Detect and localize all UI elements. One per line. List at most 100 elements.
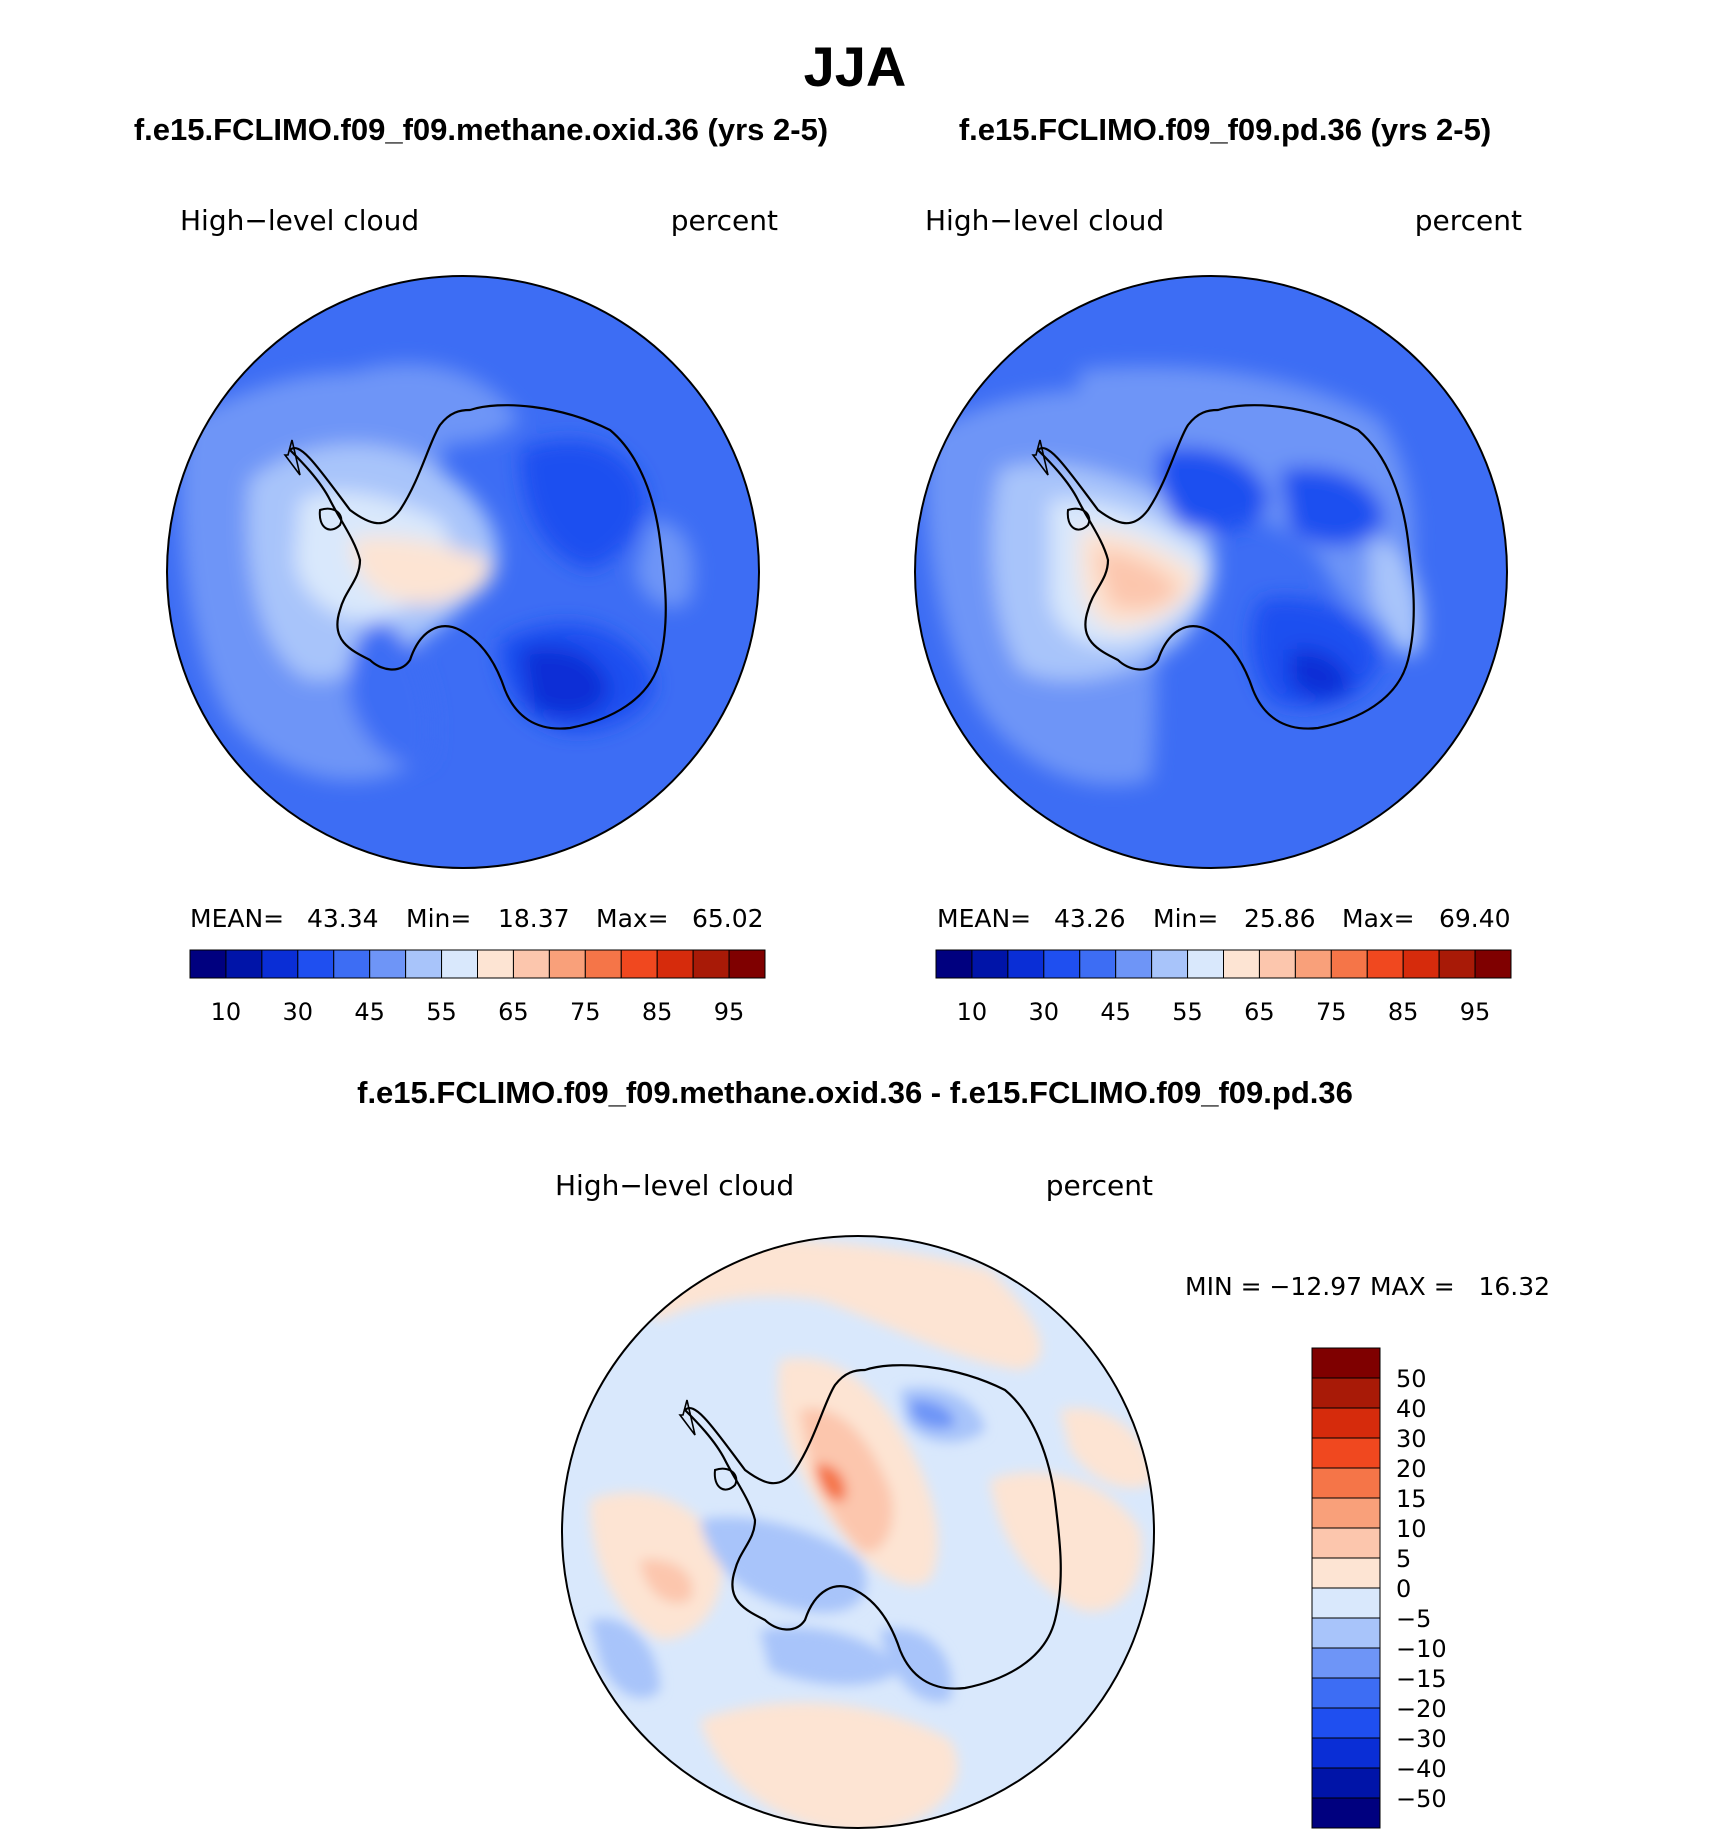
panel2-colorbar-box [1007, 949, 1045, 979]
panel1-colorbar-box [369, 949, 407, 979]
panel2-coastline [1031, 404, 1415, 730]
panel2-colorbar-tick-label: 45 [1100, 998, 1131, 1026]
panel3-colorbar-tick-label: 50 [1396, 1365, 1427, 1393]
panel3-colorbar-tick-label: −30 [1396, 1725, 1447, 1753]
panel1-colorbar-box [512, 949, 550, 979]
panel1-colorbar-tick-label: 85 [642, 998, 673, 1026]
panel2-colorbar-box [1438, 949, 1476, 979]
panel1-colorbar-box [692, 949, 730, 979]
panel1-colorbar-tick-label: 65 [498, 998, 529, 1026]
panel2-colorbar-tick-label: 75 [1316, 998, 1347, 1026]
panel1-min-value: 18.37 [498, 904, 570, 933]
panel1-max-label: Max= [596, 904, 669, 933]
panel2-field-shading [925, 366, 1423, 786]
panel3-colorbar-tick-label: −50 [1396, 1785, 1447, 1813]
panel2-colorbar-box [1474, 949, 1512, 979]
panel3-colorbar-box [1311, 1677, 1381, 1709]
panel-difference: f.e15.FCLIMO.f09_f09.methane.oxid.36 - f… [357, 1075, 1550, 1829]
panel1-stats: MEAN= 43.34 Min= 18.37 Max= 65.02 [190, 904, 764, 933]
panel1-colorbar-box [189, 949, 227, 979]
panel2-colorbar-box [1366, 949, 1404, 979]
panel2-colorbar-tick-label: 10 [957, 998, 988, 1026]
panel2-colorbar-box [1294, 949, 1332, 979]
panel1-max-value: 65.02 [692, 904, 764, 933]
panel1-colorbar [189, 949, 766, 979]
panel2-stats: MEAN= 43.26 Min= 25.86 Max= 69.40 [937, 904, 1511, 933]
panel3-colorbar-box [1311, 1557, 1381, 1589]
panel2-colorbar-box [1187, 949, 1224, 979]
panel3-colorbar-box [1311, 1737, 1381, 1769]
panel1-colorbar-box [728, 949, 766, 979]
panel1-colorbar-box [548, 949, 586, 979]
panel2-colorbar-tick-label: 85 [1388, 998, 1419, 1026]
panel3-colorbar-box [1311, 1497, 1381, 1529]
panel2-max-value: 69.40 [1439, 904, 1511, 933]
panel2-map [914, 275, 1508, 869]
panel1-colorbar-box [620, 949, 658, 979]
panel2-min-value: 25.86 [1244, 904, 1316, 933]
panel2-min-label: Min= [1153, 904, 1218, 933]
panel2-units-label: percent [1415, 204, 1522, 237]
panel1-colorbar-box [261, 949, 299, 979]
panel3-colorbar-box [1311, 1707, 1381, 1739]
panel2-colorbar-box [971, 949, 1009, 979]
panel3-map-outline [561, 1235, 1155, 1829]
panel-case2: f.e15.FCLIMO.f09_f09.pd.36 (yrs 2-5) Hig… [914, 112, 1522, 1026]
panel2-colorbar-box [1330, 949, 1368, 979]
panel1-colorbar-ticks: 10 30 45 55 65 75 85 95 [211, 998, 745, 1026]
panel2-map-outline [914, 275, 1508, 869]
panel2-colorbar-box [1402, 949, 1440, 979]
panel1-colorbar-box [297, 949, 335, 979]
panel3-colorbar-box [1311, 1407, 1381, 1439]
panel2-mean-value: 43.26 [1054, 904, 1126, 933]
panel3-colorbar-tick-label: 40 [1396, 1395, 1427, 1423]
panel2-colorbar-box [1258, 949, 1296, 979]
panel1-min-label: Min= [406, 904, 471, 933]
panel3-colorbar-box [1311, 1527, 1381, 1559]
panel2-max-label: Max= [1342, 904, 1415, 933]
panel2-colorbar-tick-label: 30 [1029, 998, 1060, 1026]
panel2-colorbar-box [935, 949, 973, 979]
panel1-title: f.e15.FCLIMO.f09_f09.methane.oxid.36 (yr… [134, 112, 828, 147]
panel1-colorbar-box [405, 949, 443, 979]
panel1-colorbar-tick-label: 30 [283, 998, 314, 1026]
figure-title: JJA [804, 35, 907, 98]
panel1-colorbar-tick-label: 95 [714, 998, 745, 1026]
panel3-colorbar-tick-label: 15 [1396, 1485, 1427, 1513]
panel3-colorbar-box [1311, 1437, 1381, 1469]
panel1-colorbar-tick-label: 45 [354, 998, 385, 1026]
panel1-variable-label: High−level cloud [180, 204, 419, 237]
panel2-colorbar-tick-label: 55 [1172, 998, 1203, 1026]
panel2-colorbar [935, 949, 1512, 979]
panel3-field-shading [590, 1238, 1154, 1828]
panel1-mean-label: MEAN= [190, 904, 284, 933]
panel3-stats: MIN = −12.97 MAX = 16.32 [1185, 1272, 1550, 1301]
panel3-colorbar-tick-label: −40 [1396, 1755, 1447, 1783]
panel3-colorbar-tick-label: 20 [1396, 1455, 1427, 1483]
panel2-colorbar-ticks: 10 30 45 55 65 75 85 95 [957, 998, 1491, 1026]
panel1-colorbar-box [656, 949, 694, 979]
panel3-colorbar [1311, 1347, 1381, 1829]
panel1-map [166, 275, 760, 869]
panel1-colorbar-box [584, 949, 622, 979]
panel1-map-outline [166, 275, 760, 869]
panel3-colorbar-tick-label: −15 [1396, 1665, 1447, 1693]
panel3-title: f.e15.FCLIMO.f09_f09.methane.oxid.36 - f… [357, 1075, 1353, 1110]
panel3-colorbar-box [1311, 1617, 1381, 1649]
panel3-colorbar-tick-label: −20 [1396, 1695, 1447, 1723]
panel1-colorbar-tick-label: 10 [211, 998, 242, 1026]
panel1-colorbar-box [333, 949, 371, 979]
panel1-colorbar-box [477, 949, 514, 979]
panel2-colorbar-tick-label: 65 [1244, 998, 1275, 1026]
panel1-units-label: percent [671, 204, 778, 237]
panel3-colorbar-tick-label: −5 [1396, 1605, 1431, 1633]
panel3-colorbar-box [1311, 1467, 1381, 1499]
panel2-colorbar-box [1223, 949, 1260, 979]
panel3-colorbar-tick-label: 30 [1396, 1425, 1427, 1453]
panel2-title: f.e15.FCLIMO.f09_f09.pd.36 (yrs 2-5) [959, 112, 1491, 147]
panel3-colorbar-box [1311, 1767, 1381, 1799]
panel1-coastline [283, 404, 667, 730]
panel-case1: f.e15.FCLIMO.f09_f09.methane.oxid.36 (yr… [134, 112, 828, 1026]
